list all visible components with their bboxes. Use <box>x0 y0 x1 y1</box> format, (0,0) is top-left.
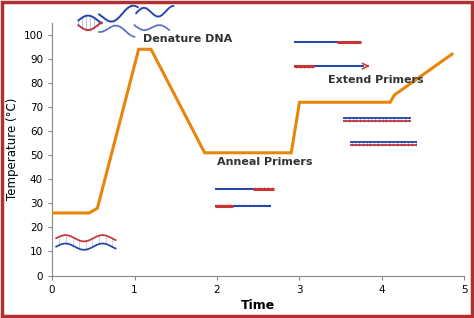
Text: Anneal Primers: Anneal Primers <box>217 157 312 167</box>
Text: Extend Primers: Extend Primers <box>328 75 424 85</box>
X-axis label: Time: Time <box>241 299 275 312</box>
Y-axis label: Temperature (°C): Temperature (°C) <box>6 98 19 200</box>
Text: Denature DNA: Denature DNA <box>143 34 232 44</box>
